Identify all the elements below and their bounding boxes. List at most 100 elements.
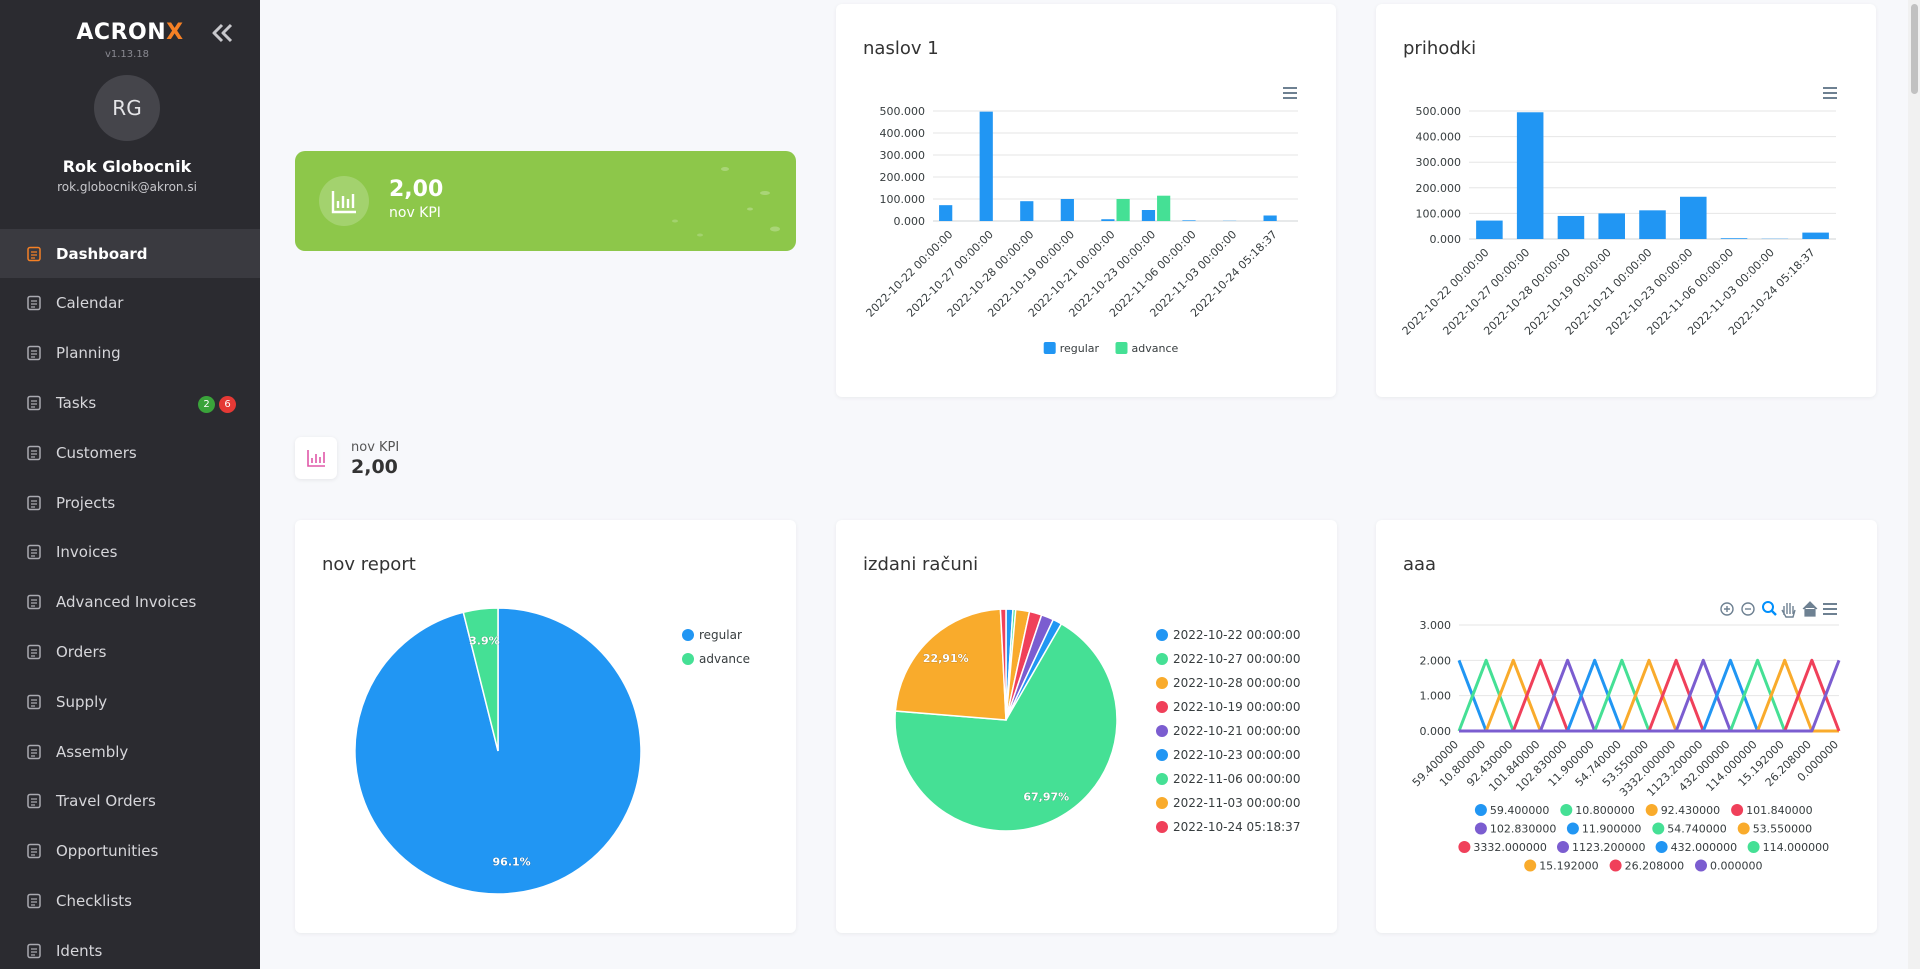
legend-marker <box>1655 841 1668 853</box>
legend-item[interactable]: 54.740000 <box>1652 822 1727 836</box>
menu-item[interactable]: Advanced Invoices <box>0 578 260 627</box>
zoom-out[interactable] <box>1741 602 1755 616</box>
y-tick-label: 500.000 <box>1416 105 1462 118</box>
legend-item[interactable]: 26.208000 <box>1609 859 1685 873</box>
legend-marker <box>682 629 694 641</box>
menu-item[interactable]: Assembly <box>0 727 260 776</box>
chart: 0.000 100.000 200.000 300.000 400.000 500.000… <box>864 87 1298 355</box>
chart-title: naslov 1 <box>863 38 939 59</box>
pie-slice[interactable] <box>894 622 1118 832</box>
scrollbar[interactable] <box>1908 0 1920 969</box>
menu-item[interactable]: Dashboard <box>0 229 260 278</box>
legend-item[interactable]: 3332.000000 <box>1458 841 1547 854</box>
legend-item[interactable]: 0.000000 <box>1695 859 1763 873</box>
zoom-in[interactable] <box>1720 602 1734 616</box>
pan[interactable] <box>1781 603 1796 618</box>
menu-item[interactable]: Invoices <box>0 528 260 577</box>
legend-item[interactable]: 2022-10-21 00:00:00 <box>1156 724 1300 738</box>
legend-item[interactable]: 2022-10-23 00:00:00 <box>1156 748 1300 762</box>
menu-icon <box>27 296 41 311</box>
legend-marker <box>1474 804 1487 816</box>
menu-icon <box>27 594 41 610</box>
menu-item[interactable]: Checklists <box>0 876 260 925</box>
legend-item[interactable]: 432.000000 <box>1655 841 1737 854</box>
menu-icon-shape <box>31 649 37 657</box>
menu-label: Customers <box>56 443 137 462</box>
legend-item[interactable]: 2022-10-27 00:00:00 <box>1156 652 1300 666</box>
legend-item[interactable]: 2022-11-06 00:00:00 <box>1156 772 1300 786</box>
legend-label: 11.900000 <box>1582 823 1642 836</box>
legend-item[interactable]: advance <box>682 652 750 666</box>
legend-item[interactable]: 2022-10-22 00:00:00 <box>1156 628 1300 642</box>
pie-slice[interactable] <box>462 607 499 752</box>
menu-icon <box>27 843 41 859</box>
legend-item[interactable]: 2022-10-19 00:00:00 <box>1156 700 1300 714</box>
legend-item[interactable]: 11.900000 <box>1566 822 1642 836</box>
y-tick-label: 1.000 <box>1420 690 1452 703</box>
y-tick-label: 0.000 <box>1430 233 1462 246</box>
badge: 6 <box>219 395 236 413</box>
legend-item[interactable]: regular <box>682 628 742 642</box>
legend-item[interactable]: 101.840000 <box>1731 804 1813 817</box>
legend-item[interactable]: 92.430000 <box>1645 804 1721 817</box>
menu-item[interactable]: Idents <box>0 926 260 969</box>
legend-label: 2022-10-19 00:00:00 <box>1173 700 1300 714</box>
menu-label: Tasks <box>56 393 97 412</box>
legend-item[interactable]: 2022-11-03 00:00:00 <box>1156 796 1300 810</box>
menu-item[interactable]: Customers <box>0 428 260 477</box>
legend-label: advance <box>699 652 750 666</box>
kpi-small-value: 2,00 <box>351 456 398 478</box>
avatar[interactable]: RG <box>94 75 160 141</box>
reset[interactable] <box>1802 601 1818 617</box>
menu-item[interactable]: Supply <box>0 677 260 726</box>
legend-label: regular <box>1060 342 1100 355</box>
y-tick-label: 300.000 <box>880 149 926 162</box>
kpi-decoration <box>319 167 780 237</box>
legend-item[interactable]: 15.192000 <box>1524 859 1599 873</box>
menu-item[interactable]: Opportunities <box>0 827 260 876</box>
legend-item[interactable]: 59.400000 <box>1474 804 1550 817</box>
legend-item[interactable]: 102.830000 <box>1474 822 1556 836</box>
menu-item[interactable]: Orders <box>0 627 260 676</box>
legend-label: 59.400000 <box>1490 804 1550 817</box>
menu-item[interactable]: Calendar <box>0 279 260 328</box>
pie-slice[interactable] <box>999 608 1007 721</box>
legend-item[interactable]: 10.800000 <box>1560 804 1635 817</box>
kpi-label: nov KPI <box>389 205 441 221</box>
menu-item[interactable]: Travel Orders <box>0 777 260 826</box>
y-tick-label: 200.000 <box>880 171 926 184</box>
legend-label: 2022-10-24 05:18:37 <box>1173 820 1300 834</box>
menu-icon-shape <box>27 744 41 759</box>
y-tick-label: 3.000 <box>1420 619 1452 632</box>
menu-item[interactable]: Planning <box>0 329 260 378</box>
legend-item[interactable]: 2022-10-24 05:18:37 <box>1156 820 1300 834</box>
legend-item[interactable]: 1123.200000 <box>1557 841 1645 854</box>
chart: 96.1% regular 3.9% advance <box>354 607 750 895</box>
legend-item[interactable]: 53.550000 <box>1737 822 1813 836</box>
zoom[interactable] <box>1762 601 1777 616</box>
legend-item[interactable]: 114.000000 <box>1747 841 1829 854</box>
legend-item[interactable]: 2022-10-28 00:00:00 <box>1156 676 1300 690</box>
chart-menu-button[interactable] <box>1823 87 1837 99</box>
logo[interactable]: ACRONX <box>0 20 260 45</box>
y-tick-label: 200.000 <box>1416 182 1462 195</box>
pie-slice[interactable] <box>894 608 1007 721</box>
menu-icon-shape <box>27 395 41 411</box>
menu-icon-shape <box>31 250 37 259</box>
bar <box>1020 201 1034 221</box>
chart-toolbar[interactable] <box>1720 601 1837 618</box>
bar <box>1639 210 1666 239</box>
menu-item[interactable]: Projects <box>0 478 260 527</box>
kpi-card[interactable]: 2,00 nov KPI <box>295 151 796 251</box>
scrollbar-thumb[interactable] <box>1911 4 1918 94</box>
legend-marker <box>1524 859 1537 872</box>
chart-menu-button[interactable] <box>1283 87 1297 99</box>
chart: 2022-10-22 00:00:00 2022-10-27 00:00:00 20… <box>894 608 1300 834</box>
menu-label: Projects <box>56 493 116 512</box>
legend-item[interactable]: advance <box>1115 342 1179 355</box>
menu-item[interactable]: Tasks 2 6 <box>0 378 260 427</box>
collapse-button[interactable] <box>210 22 236 44</box>
legend-item[interactable]: regular <box>1043 342 1100 355</box>
